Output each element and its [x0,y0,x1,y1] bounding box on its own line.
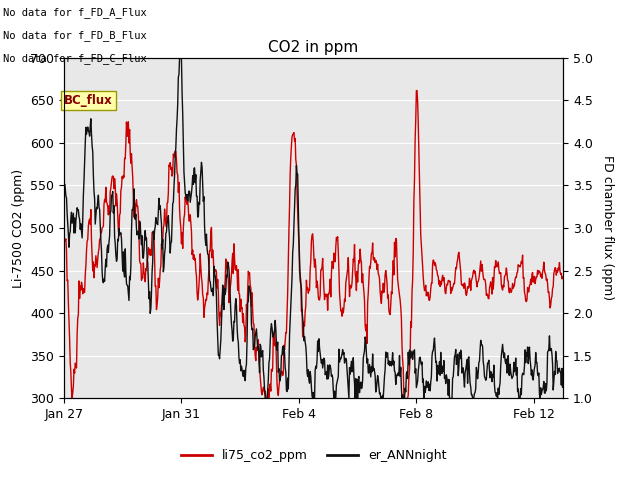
Text: No data for f_FD_A_Flux: No data for f_FD_A_Flux [3,7,147,18]
Y-axis label: Li-7500 CO2 (ppm): Li-7500 CO2 (ppm) [12,168,25,288]
Text: No data for f_FD_C_Flux: No data for f_FD_C_Flux [3,53,147,64]
Text: BC_flux: BC_flux [64,94,113,107]
Y-axis label: FD chamber flux (ppm): FD chamber flux (ppm) [601,156,614,300]
Legend: li75_co2_ppm, er_ANNnight: li75_co2_ppm, er_ANNnight [176,444,451,467]
Text: No data for f_FD_B_Flux: No data for f_FD_B_Flux [3,30,147,41]
Title: CO2 in ppm: CO2 in ppm [268,40,359,55]
